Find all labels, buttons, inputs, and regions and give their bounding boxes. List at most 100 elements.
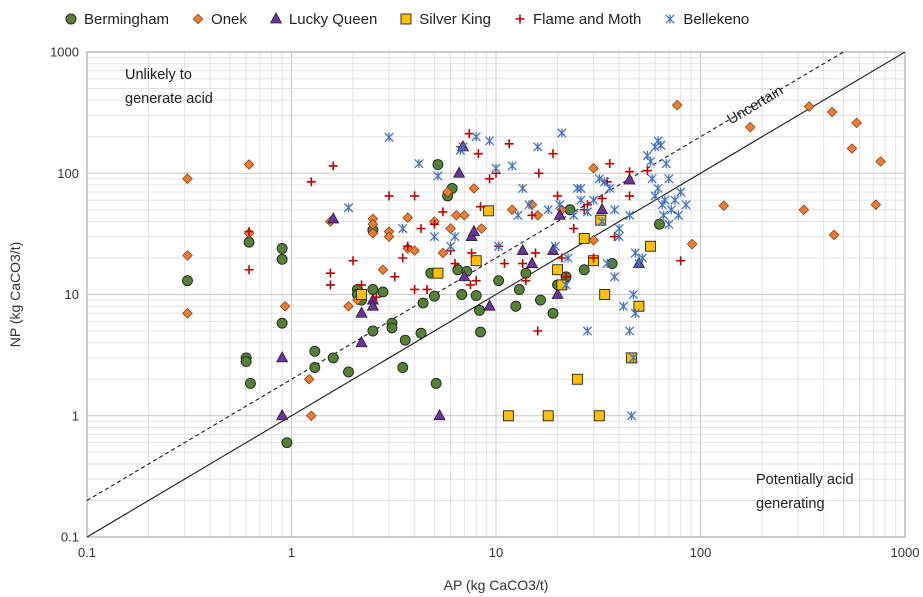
legend-marker-shape	[65, 13, 77, 25]
data-point-lucky-queen	[276, 351, 289, 363]
x-tick-label: 0.1	[78, 545, 96, 560]
uncertain-label: Uncertain	[725, 83, 787, 128]
data-point-bermingham	[654, 218, 665, 230]
data-point-bellekeno	[609, 205, 620, 215]
data-point-onek	[846, 143, 858, 154]
legend-marker-shape	[665, 14, 676, 24]
data-point-onek	[367, 227, 379, 239]
data-point-bermingham	[415, 327, 427, 339]
data-point-bellekeno	[628, 289, 639, 300]
data-point-onek	[875, 156, 886, 167]
data-point-bellekeno	[445, 241, 456, 251]
data-point-bellekeno	[605, 183, 615, 194]
data-point-bellekeno	[458, 142, 468, 152]
data-point-bellekeno	[661, 158, 671, 169]
data-point-flame-and-moth	[457, 142, 467, 152]
data-point-lucky-queen	[355, 335, 368, 348]
data-point-bermingham	[309, 345, 321, 357]
data-point-onek	[718, 200, 730, 211]
data-point-onek	[532, 210, 544, 221]
data-point-bermingham	[182, 275, 193, 287]
data-point-bellekeno	[543, 205, 553, 215]
plot-area-border	[86, 51, 906, 538]
data-point-onek	[343, 300, 354, 312]
y-tick-label: 100	[57, 166, 79, 181]
data-point-bellekeno	[507, 161, 517, 171]
data-point-onek	[409, 245, 420, 256]
data-point-bellekeno	[524, 200, 534, 210]
grid	[86, 52, 905, 538]
data-point-silver-king	[633, 300, 645, 312]
data-point-bermingham	[309, 362, 321, 373]
data-point-lucky-queen	[516, 243, 529, 256]
data-point-bermingham	[343, 366, 354, 378]
data-point-flame-and-moth	[504, 139, 514, 149]
data-point-lucky-queen	[623, 173, 636, 185]
data-point-lucky-queen	[453, 166, 466, 178]
data-point-onek	[744, 121, 756, 133]
legend-marker-flame-and-moth	[515, 14, 525, 24]
data-point-flame-and-moth	[499, 259, 509, 269]
data-point-bermingham	[327, 352, 339, 364]
data-point-bellekeno	[656, 140, 666, 150]
data-point-bellekeno	[471, 132, 481, 142]
data-point-flame-and-moth	[676, 256, 686, 266]
data-point-bellekeno	[433, 171, 443, 181]
data-point-silver-king	[483, 205, 495, 217]
data-point-silver-king	[645, 240, 657, 252]
data-point-onek	[686, 238, 698, 250]
data-point-flame-and-moth	[410, 284, 420, 294]
data-point-bellekeno	[602, 258, 612, 269]
data-point-onek	[437, 247, 449, 259]
data-point-bermingham	[470, 290, 482, 302]
annotation-unlikely: Unlikely to	[125, 67, 192, 83]
data-point-bellekeno	[600, 177, 610, 187]
data-point-bellekeno	[681, 200, 691, 210]
data-point-bellekeno	[624, 210, 635, 220]
data-point-bellekeno	[673, 210, 684, 220]
data-point-flame-and-moth	[384, 191, 394, 201]
legend-marker-shape	[192, 13, 204, 25]
data-point-bellekeno	[414, 158, 424, 169]
data-point-bermingham	[475, 326, 486, 338]
data-point-bellekeno	[582, 326, 593, 336]
data-point-bellekeno	[660, 195, 670, 205]
data-point-bellekeno	[624, 326, 635, 336]
data-point-flame-and-moth	[348, 256, 358, 266]
series-bermingham	[182, 159, 665, 449]
data-point-onek	[459, 210, 470, 221]
data-point-bellekeno	[557, 128, 567, 138]
data-point-flame-and-moth	[357, 280, 367, 290]
x-tick-label: 1	[288, 545, 295, 560]
data-point-bermingham	[240, 356, 252, 367]
y-tick-label: 10	[65, 287, 79, 302]
data-point-bellekeno	[618, 301, 629, 311]
data-point-flame-and-moth	[533, 326, 543, 336]
series-onek	[182, 99, 886, 422]
data-point-flame-and-moth	[429, 219, 439, 229]
data-point-flame-and-moth	[467, 248, 477, 258]
data-point-bermingham	[547, 307, 559, 319]
data-point-bellekeno	[653, 183, 663, 194]
data-point-onek	[303, 373, 315, 385]
legend-marker-bellekeno	[665, 14, 676, 24]
x-tick-label: 100	[690, 545, 712, 560]
legend-label: Bermingham	[84, 10, 170, 28]
data-point-bermingham	[535, 294, 546, 306]
x-tick-label: 10	[489, 545, 503, 560]
data-point-bermingham	[456, 289, 468, 300]
data-point-bellekeno	[664, 219, 674, 229]
data-point-lucky-queen	[525, 256, 539, 268]
data-point-bermingham	[578, 264, 590, 276]
data-point-flame-and-moth	[527, 210, 537, 220]
data-point-flame-and-moth	[518, 259, 528, 269]
legend-marker-onek	[192, 13, 204, 25]
legend-item-onek: Onek	[191, 11, 247, 28]
legend-label: Flame and Moth	[533, 10, 642, 28]
data-point-flame-and-moth	[548, 149, 558, 159]
data-point-bermingham	[417, 297, 429, 309]
data-point-bermingham	[276, 242, 288, 254]
data-point-bellekeno	[563, 253, 573, 263]
data-point-bellekeno	[597, 216, 607, 227]
data-point-flame-and-moth	[610, 232, 620, 242]
